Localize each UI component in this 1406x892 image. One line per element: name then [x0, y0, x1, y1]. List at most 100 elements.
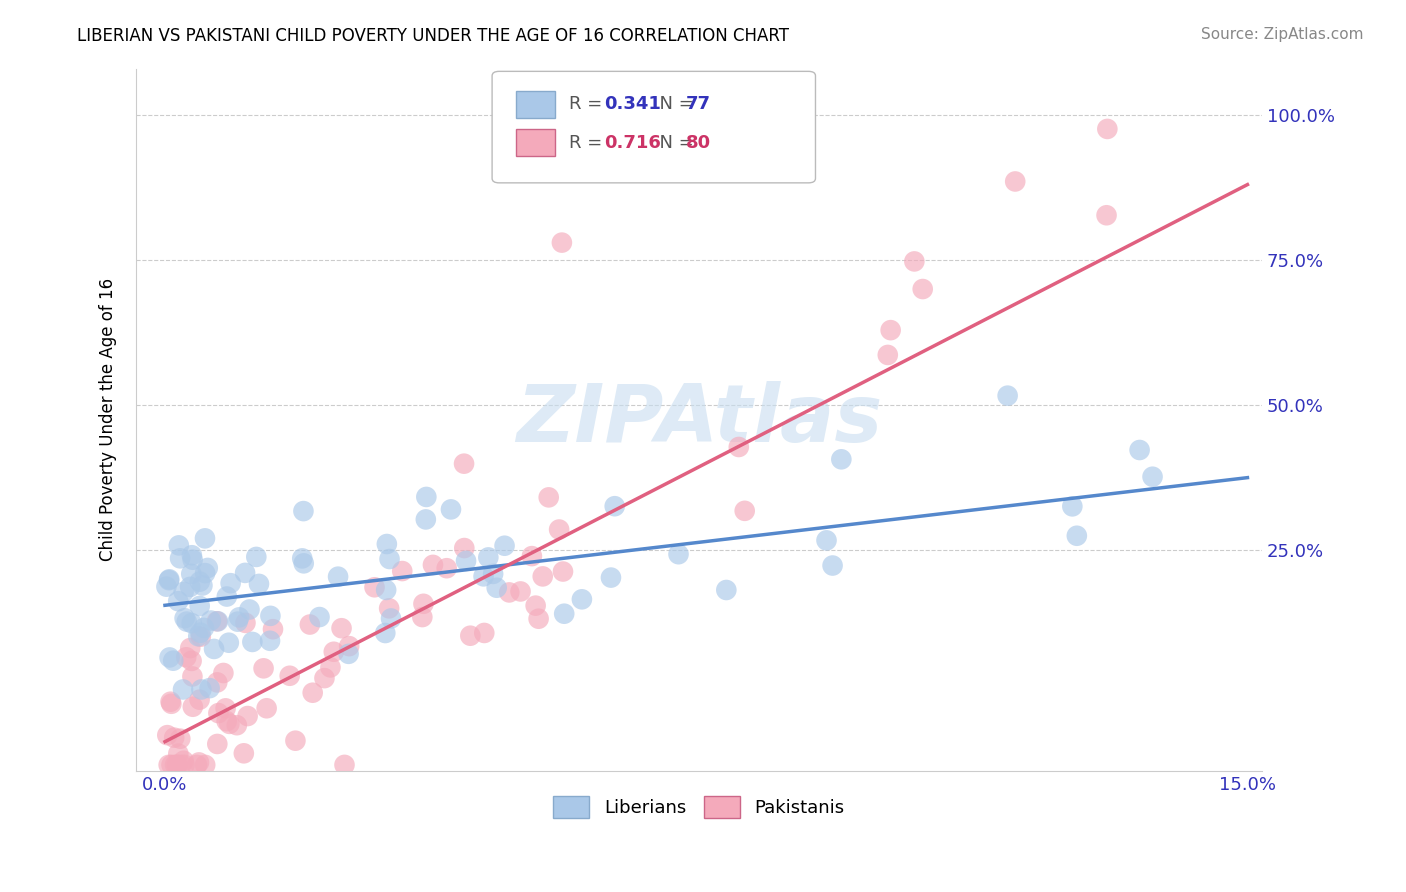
Point	[173, 754, 195, 768]
Point	[219, 576, 242, 591]
Text: 0.716: 0.716	[605, 134, 661, 152]
Point	[259, 633, 281, 648]
Point	[815, 533, 838, 548]
Point	[215, 714, 238, 729]
Point	[191, 578, 214, 592]
Point	[190, 630, 212, 644]
Point	[194, 532, 217, 546]
Point	[436, 561, 458, 575]
Point	[155, 580, 177, 594]
Point	[163, 731, 186, 745]
Point	[172, 682, 194, 697]
Point	[173, 757, 195, 772]
Point	[482, 566, 505, 581]
Point	[454, 554, 477, 568]
Text: ZIPAtlas: ZIPAtlas	[516, 381, 882, 458]
Point	[197, 561, 219, 575]
Point	[188, 756, 211, 770]
Point	[187, 629, 209, 643]
Point	[215, 590, 238, 604]
Point	[193, 621, 215, 635]
Point	[453, 457, 475, 471]
Point	[337, 647, 360, 661]
Point	[157, 757, 180, 772]
Point	[322, 645, 344, 659]
Point	[477, 550, 499, 565]
Point	[1066, 529, 1088, 543]
Point	[173, 611, 195, 625]
Point	[734, 504, 756, 518]
Point	[188, 574, 211, 589]
Point	[298, 617, 321, 632]
Y-axis label: Child Poverty Under the Age of 16: Child Poverty Under the Age of 16	[100, 278, 117, 561]
Point	[363, 580, 385, 594]
Point	[194, 566, 217, 580]
Point	[200, 614, 222, 628]
Text: Source: ZipAtlas.com: Source: ZipAtlas.com	[1201, 27, 1364, 42]
Point	[259, 608, 281, 623]
Point	[284, 733, 307, 747]
Point	[218, 717, 240, 731]
Point	[301, 686, 323, 700]
Point	[453, 541, 475, 555]
Point	[879, 323, 901, 337]
Point	[308, 610, 330, 624]
Point	[181, 669, 204, 683]
Point	[374, 626, 396, 640]
Point	[179, 580, 201, 594]
Point	[262, 622, 284, 636]
Point	[180, 548, 202, 562]
Point	[380, 611, 402, 625]
Point	[162, 654, 184, 668]
Point	[415, 490, 437, 504]
Point	[188, 692, 211, 706]
Text: LIBERIAN VS PAKISTANI CHILD POVERTY UNDER THE AGE OF 16 CORRELATION CHART: LIBERIAN VS PAKISTANI CHILD POVERTY UNDE…	[77, 27, 789, 45]
Text: R =: R =	[569, 134, 609, 152]
Point	[531, 569, 554, 583]
Point	[378, 601, 401, 615]
Point	[411, 610, 433, 624]
Point	[830, 452, 852, 467]
Point	[551, 565, 574, 579]
Point	[603, 499, 626, 513]
Point	[752, 154, 775, 169]
Point	[600, 571, 623, 585]
Point	[314, 671, 336, 685]
Point	[174, 650, 197, 665]
Point	[330, 621, 353, 635]
Point	[186, 757, 208, 772]
Point	[337, 639, 360, 653]
Legend: Liberians, Pakistanis: Liberians, Pakistanis	[546, 789, 852, 825]
Point	[207, 675, 229, 690]
Point	[166, 757, 188, 772]
Point	[180, 566, 202, 581]
Point	[537, 491, 560, 505]
Point	[232, 747, 254, 761]
Point	[1142, 469, 1164, 483]
Point	[173, 585, 195, 599]
Point	[236, 709, 259, 723]
Point	[292, 557, 315, 571]
Point	[472, 569, 495, 583]
Point	[498, 585, 520, 599]
Point	[292, 504, 315, 518]
Point	[412, 597, 434, 611]
Point	[165, 757, 187, 772]
Point	[375, 537, 398, 551]
Point	[180, 654, 202, 668]
Point	[207, 706, 229, 720]
Point	[1097, 122, 1119, 136]
Point	[668, 547, 690, 561]
Point	[190, 625, 212, 640]
Point	[716, 582, 738, 597]
Point	[571, 592, 593, 607]
Point	[207, 615, 229, 629]
Point	[170, 757, 193, 772]
Point	[422, 558, 444, 572]
Point	[212, 665, 235, 680]
Point	[415, 512, 437, 526]
Point	[159, 695, 181, 709]
Point	[159, 650, 181, 665]
Point	[179, 641, 201, 656]
Point	[256, 701, 278, 715]
